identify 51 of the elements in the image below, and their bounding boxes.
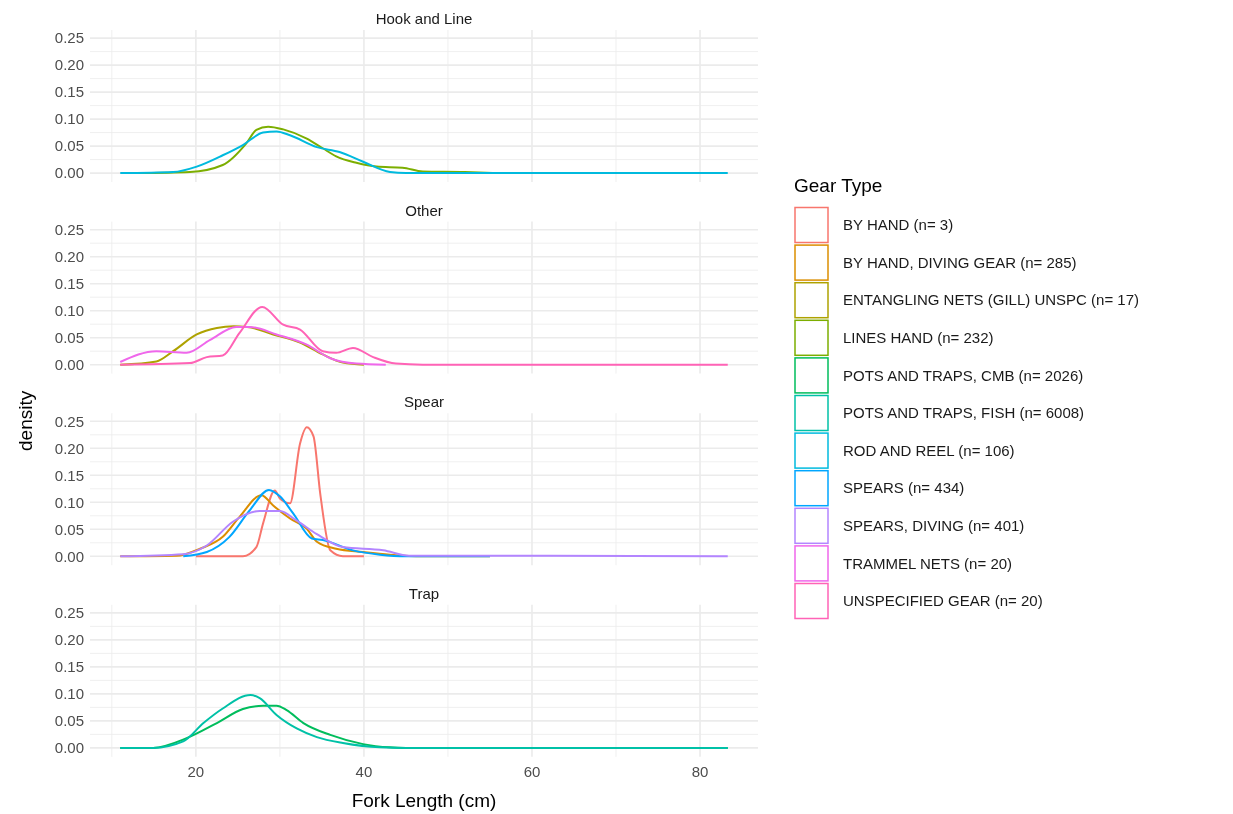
legend-label: SPEARS, DIVING (n= 401) <box>843 517 1025 535</box>
y-tick-label: 0.25 <box>54 220 84 238</box>
legend-label: TRAMMEL NETS (n= 20) <box>843 554 1013 572</box>
chart-title: Hook and Line <box>375 10 473 27</box>
y-tick-label: 0.10 <box>54 110 84 128</box>
y-tick-label: 0.25 <box>54 604 84 622</box>
y-axis-title: density <box>15 390 36 451</box>
y-tick-label: 0.15 <box>54 83 84 101</box>
line-series <box>119 305 729 366</box>
y-tick-label: 0.20 <box>54 439 84 457</box>
line-series <box>119 130 729 175</box>
line-series <box>119 693 729 749</box>
y-tick-label: 0.25 <box>54 29 84 47</box>
y-tick-label: 0.20 <box>54 56 84 74</box>
y-tick-label: 0.10 <box>54 493 84 511</box>
y-tick-label: 0.25 <box>54 412 84 430</box>
legend-label: UNSPECIFIED GEAR (n= 20) <box>843 592 1043 610</box>
line-series <box>194 426 365 558</box>
y-tick-label: 0.10 <box>54 685 84 703</box>
legend-label: BY HAND, DIVING GEAR (n= 285) <box>843 253 1077 271</box>
y-tick-label: 0.00 <box>54 739 84 757</box>
legend-title: Gear Type <box>794 174 883 196</box>
legend-label: LINES HAND (n= 232) <box>843 329 994 347</box>
y-tick-label: 0.15 <box>54 466 84 484</box>
x-tick-label: 20 <box>187 762 205 780</box>
chart-title: Other <box>405 201 443 219</box>
y-tick-label: 0.20 <box>54 247 84 265</box>
legend-label: SPEARS (n= 434) <box>843 479 965 497</box>
y-tick-label: 0.00 <box>54 355 84 373</box>
y-tick-label: 0.20 <box>54 631 84 649</box>
y-tick-label: 0.05 <box>54 520 84 538</box>
legend-label: BY HAND (n= 3) <box>843 216 954 234</box>
chart-title: Trap <box>408 584 440 602</box>
y-tick-label: 0.15 <box>54 658 84 676</box>
legend-label: POTS AND TRAPS, FISH (n= 6008) <box>843 404 1085 422</box>
chart-title: Spear <box>403 393 445 411</box>
y-tick-label: 0.05 <box>54 328 84 346</box>
line-series <box>119 509 729 558</box>
x-tick-label: 40 <box>355 762 373 780</box>
x-tick-label: 80 <box>691 762 709 780</box>
y-tick-label: 0.00 <box>54 164 84 182</box>
legend-label: POTS AND TRAPS, CMB (n= 2026) <box>843 366 1084 384</box>
y-tick-label: 0.15 <box>54 274 84 292</box>
y-tick-label: 0.10 <box>54 301 84 319</box>
legend-label: ENTANGLING NETS (GILL) UNSPC (n= 17) <box>843 291 1140 309</box>
y-tick-label: 0.05 <box>54 712 84 730</box>
x-axis-title: Fork Length (cm) <box>351 789 497 811</box>
y-tick-label: 0.00 <box>54 547 84 565</box>
x-tick-label: 60 <box>523 762 541 780</box>
y-tick-label: 0.05 <box>54 137 84 155</box>
legend-label: ROD AND REEL (n= 106) <box>843 441 1015 459</box>
